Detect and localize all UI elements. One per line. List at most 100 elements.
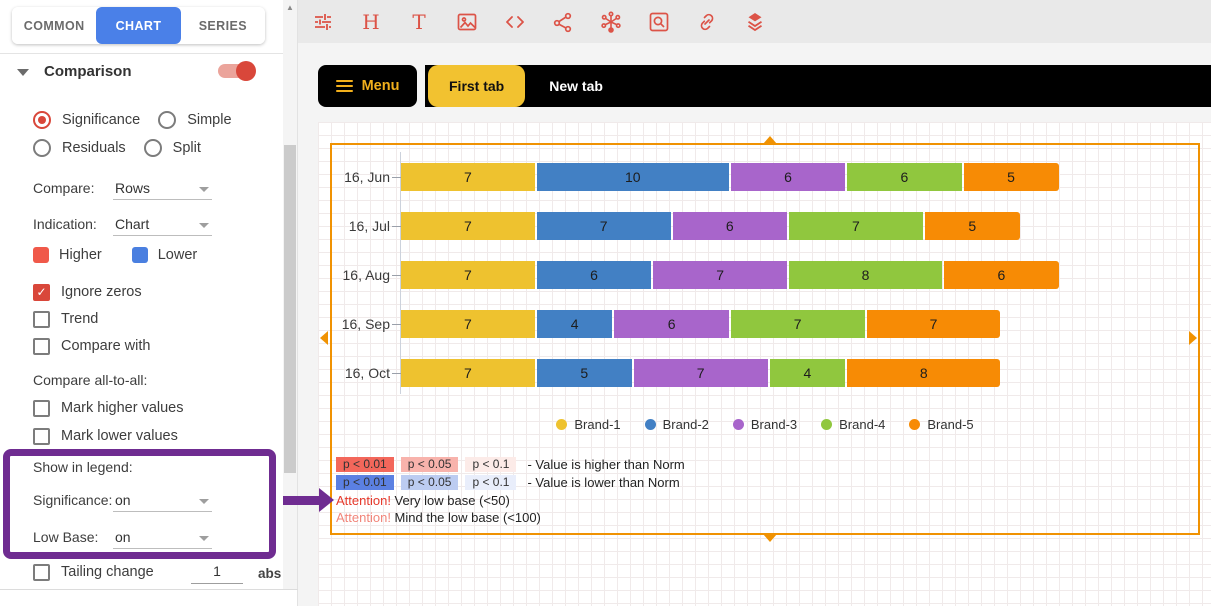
network-icon[interactable] xyxy=(599,10,623,34)
share-nodes-icon[interactable] xyxy=(551,10,575,34)
tailing-change-input[interactable]: 1 xyxy=(191,563,243,584)
stacked-bar: 7 4 6 7 7 xyxy=(401,310,1002,338)
chart-widget[interactable]: 16, Jun 7 10 6 6 5 16, Jul 7 7 6 7 5 16, Aug 7 6 7 8 6 16,… xyxy=(320,136,1200,542)
legend-item[interactable]: Brand-5 xyxy=(909,417,974,432)
bar-segment: 7 xyxy=(788,212,923,240)
bar-value-label: 6 xyxy=(900,169,909,185)
tailing-change-row: Tailing change 1 abs xyxy=(33,563,281,584)
bar-segment: 5 xyxy=(963,163,1059,191)
checkbox-tailing-change[interactable] xyxy=(33,563,50,581)
bar-segment: 7 xyxy=(401,310,535,338)
category-label: 16, Jul xyxy=(348,218,390,234)
sidebar-scrollbar[interactable]: ▲ xyxy=(283,0,297,590)
legend-item[interactable]: Brand-1 xyxy=(556,417,621,432)
toggle-knob xyxy=(236,61,256,81)
tab-common[interactable]: COMMON xyxy=(12,7,97,44)
heading-icon[interactable]: H xyxy=(359,10,383,34)
bar-segment: 7 xyxy=(633,359,768,387)
select-underline xyxy=(113,199,212,200)
legend-item[interactable]: Brand-3 xyxy=(732,417,797,432)
divider xyxy=(297,0,298,606)
bar-value-label: 4 xyxy=(570,316,579,332)
bar-value-label: 6 xyxy=(590,267,598,283)
report-menubar: Menu First tab New tab xyxy=(318,65,1211,107)
checkbox-ignore-zeros[interactable]: ✓ xyxy=(33,283,50,301)
legend-item[interactable]: Brand-4 xyxy=(821,417,885,432)
collapse-caret-icon[interactable] xyxy=(17,69,29,76)
lower-label: Lower xyxy=(157,247,198,263)
stacked-bar: 7 6 7 8 6 xyxy=(401,261,1061,289)
hamburger-icon xyxy=(335,80,353,92)
chevron-down-icon[interactable] xyxy=(199,499,209,504)
resize-handle-left-icon[interactable] xyxy=(320,331,328,345)
bar-segment: 5 xyxy=(536,359,632,387)
category-tick xyxy=(392,275,401,276)
attention-prefix: Attention! xyxy=(336,510,391,525)
legend-item[interactable]: Brand-2 xyxy=(644,417,709,432)
checkbox-label: Trend xyxy=(61,311,99,327)
text-icon[interactable]: T xyxy=(407,10,431,34)
select-underline xyxy=(113,511,212,512)
checkbox-trend[interactable] xyxy=(33,310,50,328)
chart-row: 16, Oct 7 5 7 4 8 xyxy=(332,359,1192,387)
bar-segment: 7 xyxy=(866,310,1001,338)
higher-lower-row: Higher Lower xyxy=(33,246,227,264)
tab-series[interactable]: SERIES xyxy=(180,7,265,44)
link-icon[interactable] xyxy=(695,10,719,34)
report-tab-first[interactable]: First tab xyxy=(428,65,526,107)
category-tick xyxy=(392,324,401,325)
bar-value-label: 10 xyxy=(625,169,641,185)
chevron-down-icon[interactable] xyxy=(199,187,209,192)
tab-chart[interactable]: CHART xyxy=(96,7,181,44)
checkbox-mark-lower[interactable] xyxy=(33,427,50,445)
resize-handle-bottom-icon[interactable] xyxy=(763,534,777,542)
comparison-toggle[interactable] xyxy=(218,61,256,81)
scrollbar-thumb[interactable] xyxy=(284,145,296,473)
low-base-select[interactable]: on xyxy=(115,529,131,545)
resize-handle-top-icon[interactable] xyxy=(763,136,777,144)
radio-significance[interactable] xyxy=(33,111,51,129)
bar-value-label: 6 xyxy=(784,169,792,185)
bar-value-label: 7 xyxy=(464,169,472,185)
resize-handle-right-icon[interactable] xyxy=(1189,331,1197,345)
chart-legend: Brand-1 Brand-2 Brand-3 Brand-4 Brand-5 xyxy=(332,417,1198,432)
checkbox-label: Mark higher values xyxy=(61,400,184,416)
significance-label: Significance: xyxy=(33,492,113,508)
chevron-down-icon[interactable] xyxy=(199,223,209,228)
p-value-badge: p < 0.1 xyxy=(465,475,517,490)
significance-note: - Value is higher than Norm xyxy=(527,457,685,472)
checkbox-label: Mark lower values xyxy=(61,428,178,444)
sliders-icon[interactable] xyxy=(311,10,335,34)
indication-select[interactable]: Chart xyxy=(115,216,150,232)
radio-residuals[interactable] xyxy=(33,139,51,157)
indication-field: Indication: Chart xyxy=(33,214,253,236)
radio-simple[interactable] xyxy=(158,111,177,129)
checkbox-compare-with[interactable] xyxy=(33,337,50,355)
radio-split[interactable] xyxy=(143,139,162,157)
lower-color-swatch[interactable] xyxy=(131,247,148,263)
significance-select[interactable]: on xyxy=(115,492,131,508)
p-value-badge: p < 0.01 xyxy=(336,457,394,472)
chevron-down-icon[interactable] xyxy=(199,536,209,541)
attention-text: Very low base (<50) xyxy=(390,493,510,508)
checkbox-mark-higher[interactable] xyxy=(33,399,50,417)
divider xyxy=(0,589,298,590)
layers-icon[interactable] xyxy=(743,10,767,34)
indication-label: Indication: xyxy=(33,216,97,232)
scroll-up-arrow-icon[interactable]: ▲ xyxy=(286,3,294,12)
menu-button-label: Menu xyxy=(361,78,400,94)
menu-button[interactable]: Menu xyxy=(318,65,417,107)
all-to-all-label: Compare all-to-all: xyxy=(33,372,148,388)
higher-color-swatch[interactable] xyxy=(33,247,49,263)
zoom-icon[interactable] xyxy=(647,10,671,34)
p-value-badge: p < 0.05 xyxy=(400,457,459,472)
code-icon[interactable] xyxy=(503,10,527,34)
attention-line-2: Attention! Mind the low base (<100) xyxy=(336,509,685,526)
report-tab-new[interactable]: New tab xyxy=(549,78,603,94)
settings-sidebar: COMMON CHART SERIES Comparison Significa… xyxy=(0,0,283,590)
compare-select[interactable]: Rows xyxy=(115,180,151,196)
bar-value-label: 6 xyxy=(667,316,676,332)
bar-segment: 7 xyxy=(653,261,787,289)
image-icon[interactable] xyxy=(455,10,479,34)
